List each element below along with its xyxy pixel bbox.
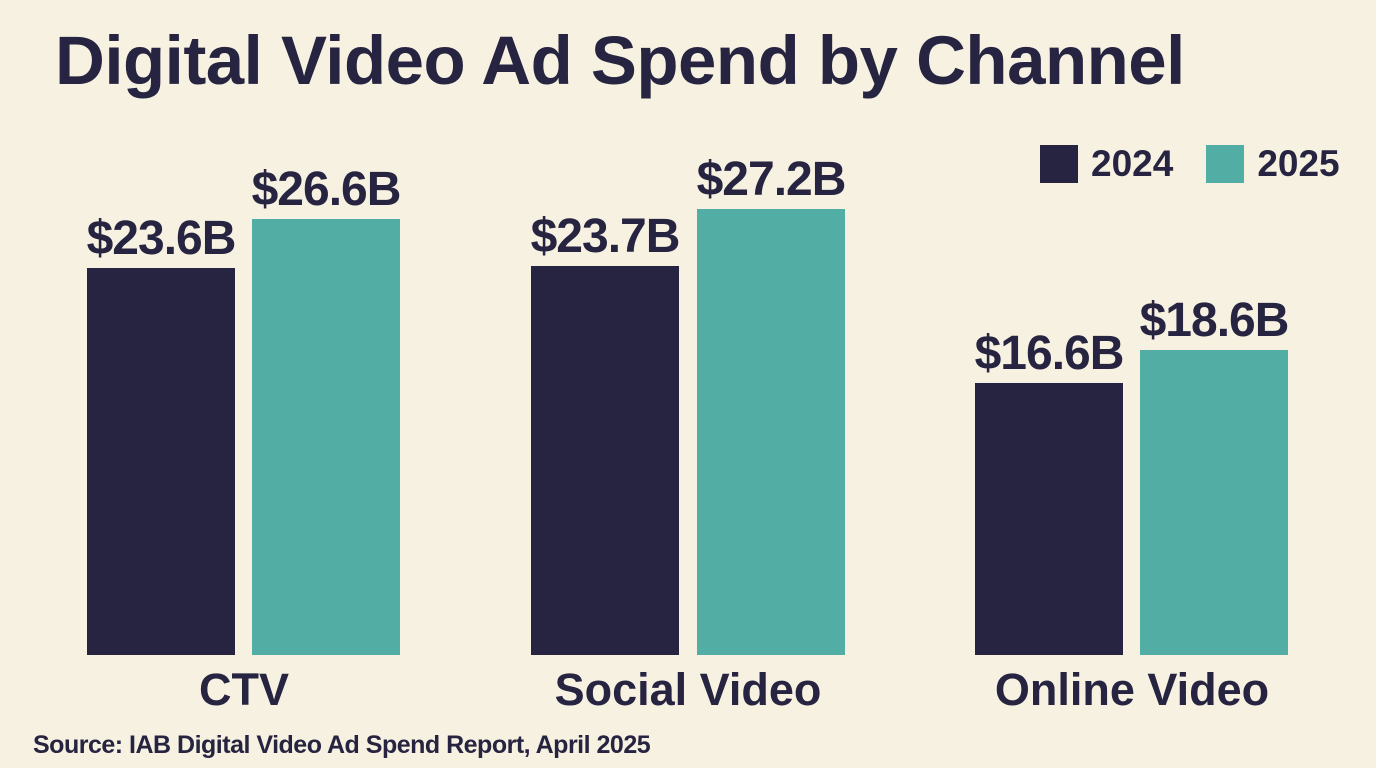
legend-swatch-2025 [1206,145,1245,183]
legend-label-2025: 2025 [1257,143,1340,184]
bar-ctv-2024 [87,268,235,655]
bar-ctv-2025 [252,219,400,655]
value-label-social-2025: $27.2B [696,153,847,206]
category-label-online-video: Online Video [994,664,1270,715]
source-note: Source: IAB Digital Video Ad Spend Repor… [33,731,651,759]
legend-swatch-2024 [1040,145,1078,183]
bar-social-2025 [697,209,845,655]
value-label-ctv-2025: $26.6B [251,163,402,216]
legend: 2024 2025 [1040,143,1340,185]
bar-social-2024 [531,266,679,655]
value-label-social-2024: $23.7B [530,210,681,263]
category-label-ctv: CTV [199,664,289,715]
value-label-ctv-2024: $23.6B [86,212,237,265]
legend-item-2025: 2025 [1206,143,1340,185]
value-label-online-2025: $18.6B [1139,294,1290,347]
bar-online-2025 [1140,350,1288,655]
legend-label-2024: 2024 [1091,143,1174,184]
chart-title: Digital Video Ad Spend by Channel [55,22,1185,99]
bar-online-2024 [975,383,1123,655]
legend-item-2024: 2024 [1040,143,1173,185]
value-label-online-2024: $16.6B [974,327,1125,380]
category-label-social-video: Social Video [554,664,822,715]
